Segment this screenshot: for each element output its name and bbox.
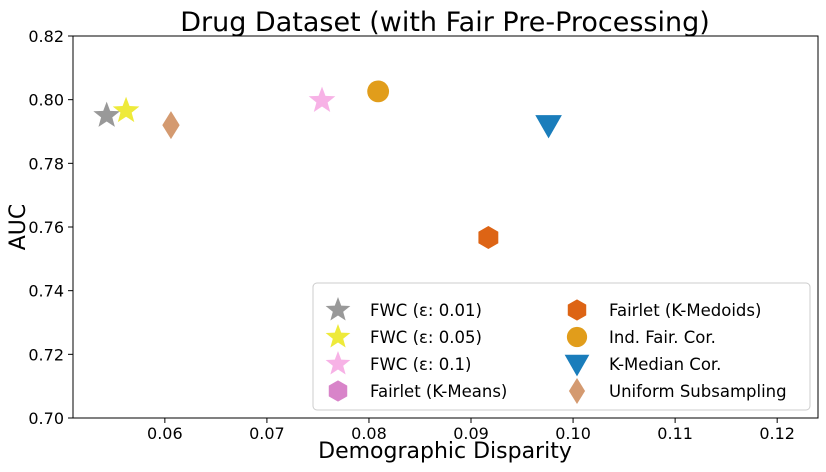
legend-label: FWC (ε: 0.05) bbox=[370, 328, 482, 347]
data-point-fairlet-k-medoids bbox=[478, 226, 499, 249]
legend-box bbox=[312, 282, 811, 411]
legend-marker-uniform-subsampling bbox=[568, 378, 586, 404]
y-tick-label: 0.74 bbox=[28, 282, 64, 301]
legend-marker-fwc-0-01 bbox=[325, 297, 351, 321]
legend-label: Uniform Subsampling bbox=[609, 382, 787, 401]
x-tick-label: 0.09 bbox=[453, 424, 489, 443]
x-tick-label: 0.11 bbox=[657, 424, 693, 443]
y-tick-label: 0.78 bbox=[28, 154, 64, 173]
data-point-k-median-cor bbox=[535, 115, 562, 139]
legend-marker-fairlet-k-medoids bbox=[567, 299, 587, 321]
x-tick-label: 0.07 bbox=[249, 424, 285, 443]
legend-label: Fairlet (K-Medoids) bbox=[609, 301, 761, 320]
legend: FWC (ε: 0.01) FWC (ε: 0.05) FWC (ε: 0.1) Fa… bbox=[312, 282, 811, 411]
x-axis: 0.06 0.07 0.08 0.09 0.10 0.11 0.12 bbox=[147, 418, 795, 443]
legend-marker-ind-fair-cor bbox=[566, 326, 588, 348]
data-point-fwc-0-1 bbox=[308, 86, 336, 112]
x-tick-label: 0.08 bbox=[351, 424, 387, 443]
x-axis-title: Demographic Disparity bbox=[318, 439, 572, 464]
legend-label: FWC (ε: 0.1) bbox=[370, 355, 471, 374]
legend-marker-fairlet-k-means bbox=[328, 380, 348, 402]
legend-marker-k-median-cor bbox=[564, 354, 590, 377]
legend-marker-fwc-0-1 bbox=[325, 351, 351, 375]
data-point-uniform-subsampling bbox=[162, 111, 180, 140]
data-point-ind-fair-cor bbox=[367, 80, 390, 103]
data-points bbox=[93, 80, 562, 249]
data-point-fwc-0-01 bbox=[93, 101, 120, 127]
y-tick-label: 0.80 bbox=[28, 91, 64, 110]
data-point-fwc-0-05 bbox=[112, 96, 140, 123]
y-tick-label: 0.72 bbox=[28, 345, 64, 364]
y-tick-label: 0.76 bbox=[28, 218, 64, 237]
y-tick-label: 0.82 bbox=[28, 27, 64, 46]
chart-title: Drug Dataset (with Fair Pre-Processing) bbox=[180, 7, 710, 38]
y-axis: 0.70 0.72 0.74 0.76 0.78 0.80 0.82 bbox=[28, 27, 73, 428]
legend-label: Fairlet (K-Means) bbox=[370, 382, 507, 401]
x-tick-label: 0.10 bbox=[555, 424, 591, 443]
y-axis-title: AUC bbox=[6, 204, 31, 251]
legend-label: K-Median Cor. bbox=[609, 355, 721, 374]
legend-label: Ind. Fair. Cor. bbox=[609, 328, 716, 347]
x-tick-label: 0.06 bbox=[147, 424, 183, 443]
legend-marker-fwc-0-05 bbox=[325, 324, 351, 348]
y-tick-label: 0.70 bbox=[28, 409, 64, 428]
legend-label: FWC (ε: 0.01) bbox=[370, 301, 482, 320]
x-tick-label: 0.12 bbox=[759, 424, 795, 443]
